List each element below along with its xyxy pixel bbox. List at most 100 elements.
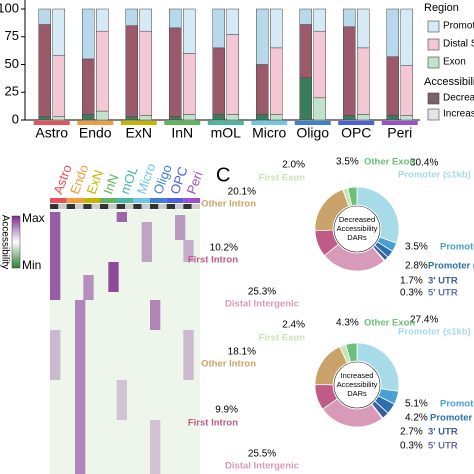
bar-segment <box>82 114 95 121</box>
slice-label: Promoter (≤1kb) <box>398 170 471 181</box>
x-tick-label: Micro <box>252 125 286 141</box>
bar-segment <box>38 8 51 25</box>
column-sub <box>141 204 150 209</box>
bar-segment <box>357 8 370 49</box>
category-strip <box>33 121 70 125</box>
bar-segment <box>343 26 356 116</box>
heatmap-block <box>116 212 127 222</box>
panel-label: C <box>216 164 230 186</box>
heatmap-background <box>50 210 200 474</box>
column-sub <box>125 204 134 209</box>
bar-segment <box>270 114 283 121</box>
x-tick-label: OPC <box>341 125 371 141</box>
legend-label: Promote <box>443 21 474 32</box>
x-tick-label: Endo <box>79 125 112 141</box>
y-tick-label: 50 <box>5 56 19 71</box>
bar-segment <box>357 114 370 121</box>
column-sub <box>100 204 109 209</box>
x-tick-label: InN <box>171 125 193 141</box>
heatmap-block <box>50 330 61 380</box>
slice-label: Promoter (2 <box>430 413 474 424</box>
legend-title: Region <box>424 2 459 14</box>
bar-segment <box>256 64 269 115</box>
value-label: 30.4% <box>410 158 438 169</box>
bar-segment <box>183 114 196 121</box>
bar-segment <box>183 53 196 115</box>
column-sub <box>158 204 167 209</box>
value-label: 25.3% <box>248 287 276 298</box>
column-sub <box>66 204 75 209</box>
bar-segment <box>299 24 312 79</box>
value-label: 20.1% <box>228 187 256 198</box>
x-tick-label: Peri <box>387 125 412 141</box>
value-label: 0.3% <box>400 441 423 452</box>
category-strip <box>207 121 244 125</box>
bar-segment <box>52 55 65 117</box>
heatmap-block <box>175 215 186 240</box>
bar-segment <box>125 116 138 121</box>
x-tick-label: Oligo <box>296 125 329 141</box>
bar-segment <box>400 8 413 66</box>
bar-segment <box>125 25 138 117</box>
column-strip <box>100 198 117 203</box>
bar-segment <box>139 8 152 32</box>
slice-label: 5' UTR <box>428 441 458 452</box>
center-text: Accessibility <box>337 380 378 389</box>
value-label: 25.5% <box>248 449 276 460</box>
slice-label: Other Exon <box>364 318 415 329</box>
category-strip <box>294 121 331 125</box>
heatmap-block <box>50 212 61 300</box>
value-label: 4.2% <box>405 413 428 424</box>
column-sub <box>150 204 159 209</box>
value-label: 3.5% <box>336 157 359 168</box>
bar-segment <box>313 97 326 121</box>
bar-segment <box>299 8 312 25</box>
bar-segment <box>82 8 95 60</box>
bar-segment <box>169 116 182 121</box>
column-label: Peri <box>184 169 206 196</box>
heatmap-block <box>150 300 161 330</box>
column-strip <box>83 198 100 203</box>
x-tick-label: ExN <box>126 125 152 141</box>
pie-hole <box>333 205 381 253</box>
column-strip <box>116 198 134 203</box>
heatmap-block <box>83 275 94 300</box>
slice-label: 3' UTR <box>428 427 458 438</box>
column-strip <box>133 198 150 203</box>
bar-segment <box>125 8 138 26</box>
bar-segment <box>212 47 225 115</box>
value-label: 0.3% <box>400 288 423 299</box>
column-sub <box>183 204 192 209</box>
value-label: 2.0% <box>282 160 305 171</box>
value-label: 9.9% <box>215 405 238 416</box>
colorbar <box>11 215 21 269</box>
bar-segment <box>52 8 65 56</box>
value-label: 27.4% <box>410 315 438 326</box>
bar-segment <box>313 8 326 32</box>
y-tick-label: 0 <box>12 111 19 126</box>
slice-label: Other Intron <box>201 199 256 210</box>
legend-label: Decrease <box>443 93 474 104</box>
slice-label: Promoter <box>440 242 474 253</box>
bar-segment <box>183 8 196 54</box>
column-sub <box>166 204 175 209</box>
y-tick-label: 100 <box>0 0 19 15</box>
bar-segment <box>343 115 356 121</box>
category-strip <box>338 121 375 125</box>
category-strip <box>164 121 201 125</box>
y-tick-label: 25 <box>5 84 19 99</box>
bar-segment <box>169 27 182 117</box>
category-strip <box>77 121 114 125</box>
heatmap-block <box>183 330 194 380</box>
legend-title: Accessibili <box>424 76 474 88</box>
column-label: InN <box>100 172 121 196</box>
legend-label: Increase <box>443 109 474 120</box>
colorbar-tick: Max <box>22 211 45 225</box>
value-label: 2.8% <box>405 261 428 272</box>
center-text: Increased <box>341 371 374 380</box>
x-tick-label: mOL <box>211 125 242 141</box>
column-sub <box>191 204 200 209</box>
center-text: Decreased <box>339 215 375 224</box>
heatmap-block <box>150 420 161 474</box>
slice-label: Distal Intergenic <box>225 461 299 472</box>
